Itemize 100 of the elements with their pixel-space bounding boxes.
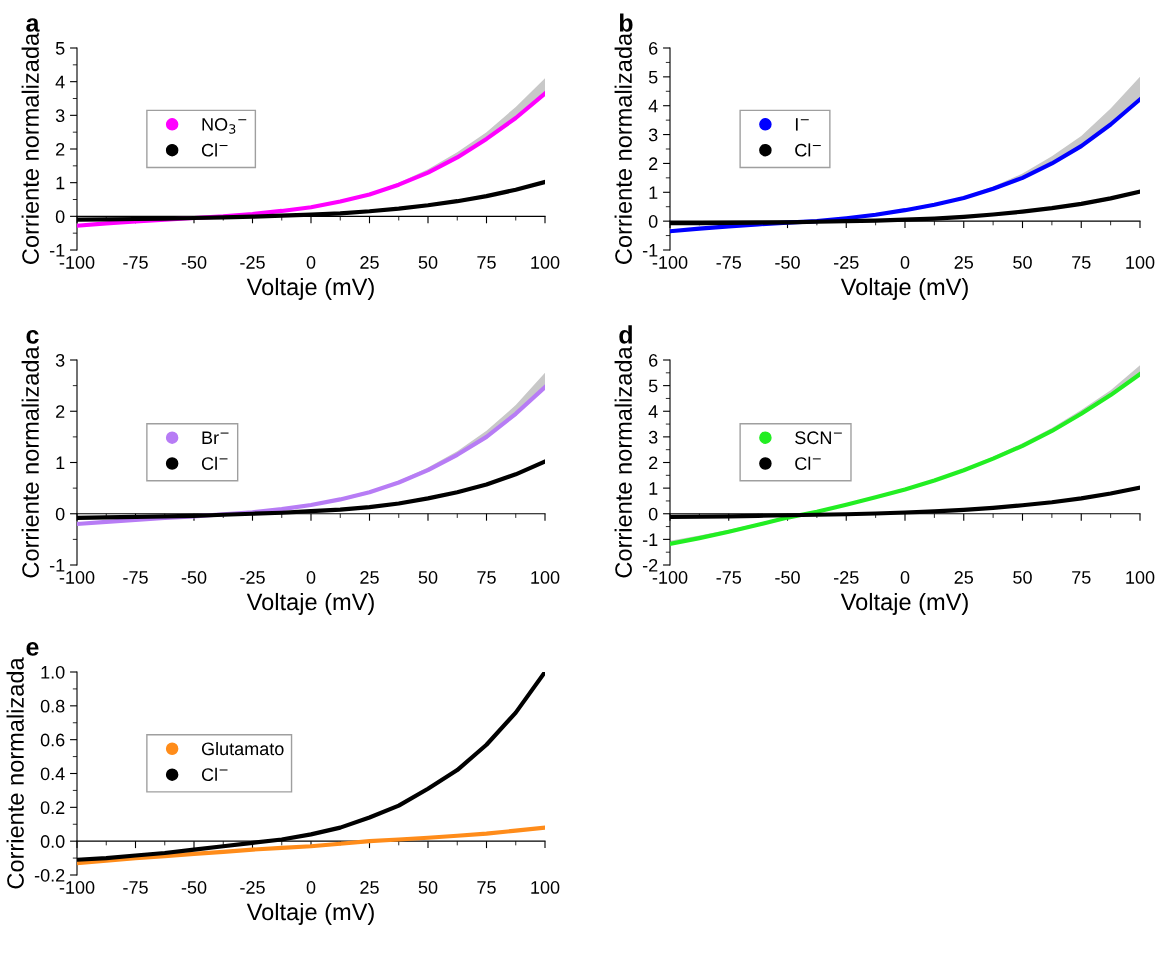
x-tick-label: 50 <box>418 256 438 269</box>
x-axis-title: Voltaje (mV) <box>840 592 968 615</box>
x-tick-label: -100 <box>652 571 688 584</box>
x-tick-label: 75 <box>1072 256 1091 269</box>
x-tick-label: -50 <box>775 571 800 584</box>
x-tick-label: -100 <box>652 256 688 269</box>
y-tick-label: 6 <box>649 353 658 367</box>
y-tick-label: 1 <box>56 456 65 470</box>
y-tick-label: 0.6 <box>40 733 65 747</box>
chart-title: b <box>619 13 633 32</box>
x-tick-label: 25 <box>360 881 379 894</box>
x-tick-label: 0 <box>900 571 910 584</box>
x-tick-label: -25 <box>834 571 859 584</box>
y-tick-label: 2 <box>56 405 65 418</box>
y-tick-label: 0.8 <box>40 699 65 713</box>
y-tick-label: 2 <box>649 456 658 470</box>
chart-title: c <box>26 330 39 344</box>
legend-label: Cl$^{−}$ <box>201 767 228 782</box>
y-tick-label: 1 <box>649 482 658 495</box>
x-tick-label: 75 <box>477 571 496 584</box>
x-tick-label: 100 <box>531 256 560 269</box>
y-tick-label: -1 <box>49 559 65 572</box>
legend-label: I$^{−}$ <box>795 118 809 131</box>
y-tick-label: -1 <box>642 244 658 257</box>
y-tick-label: -0.2 <box>34 868 65 882</box>
x-tick-label: -50 <box>181 881 207 894</box>
y-tick-label: 4 <box>648 99 658 113</box>
legend-label: Cl$^{−}$ <box>795 143 821 157</box>
y-tick-label: 5 <box>648 70 658 84</box>
y-tick-label: 2 <box>649 157 658 170</box>
legend-label: Br$^{−}$ <box>202 431 229 444</box>
x-tick-label: -75 <box>716 571 742 584</box>
x-tick-label: -50 <box>181 256 207 269</box>
x-tick-label: -75 <box>123 881 148 894</box>
x-tick-label: 25 <box>954 256 974 269</box>
y-tick-label: 5 <box>55 42 65 55</box>
y-tick-label: 0 <box>55 210 65 224</box>
x-tick-label: -50 <box>775 256 800 269</box>
x-tick-label: 0 <box>306 256 316 269</box>
legend-label: SCN$^{−}$ <box>795 431 842 445</box>
y-tick-label: 3 <box>648 430 658 444</box>
x-tick-label: 75 <box>477 256 496 269</box>
legend-label: NO$_{3}$$^{−}$ <box>202 118 247 134</box>
x-tick-label: 25 <box>954 571 974 584</box>
legend-label: Glutamato <box>201 742 284 756</box>
legend-label: Cl$^{−}$ <box>201 143 228 157</box>
x-tick-label: 0 <box>306 881 316 894</box>
y-tick-label: 2 <box>56 142 65 156</box>
x-axis-title: Voltaje (mV) <box>246 902 374 925</box>
chart-title: e <box>26 642 39 656</box>
y-tick-label: -1 <box>642 533 658 546</box>
x-tick-label: -100 <box>59 571 95 584</box>
x-tick-label: -100 <box>59 881 95 894</box>
y-tick-label: 0 <box>648 215 658 228</box>
y-tick-label: 0 <box>648 507 658 521</box>
x-tick-label: -25 <box>240 571 265 584</box>
y-tick-label: 1.0 <box>41 665 65 679</box>
x-tick-label: -100 <box>59 256 95 269</box>
chart-title: d <box>619 325 632 344</box>
y-tick-label: -1 <box>49 244 65 257</box>
y-axis-title: Corriente normalizada <box>6 657 24 889</box>
x-tick-label: -75 <box>716 256 742 269</box>
legend-label: Cl$^{−}$ <box>795 456 821 470</box>
chart-title: a <box>26 18 40 32</box>
x-tick-label: 25 <box>360 571 379 584</box>
x-tick-label: -25 <box>240 256 265 269</box>
x-tick-label: -75 <box>123 571 148 584</box>
y-tick-label: 3 <box>55 109 65 123</box>
x-tick-label: 75 <box>477 881 496 894</box>
x-tick-label: 50 <box>1013 571 1032 584</box>
y-axis-title: Corriente normalizada <box>21 32 39 264</box>
x-tick-label: -25 <box>834 256 859 269</box>
x-tick-label: -50 <box>181 571 207 584</box>
y-tick-label: 4 <box>648 405 658 418</box>
x-axis-title: Voltaje (mV) <box>840 277 968 300</box>
x-axis-title: Voltaje (mV) <box>246 592 374 615</box>
x-tick-label: -75 <box>123 256 148 269</box>
y-axis-title: Corriente normalizada <box>614 32 632 264</box>
x-tick-label: 100 <box>531 571 560 584</box>
x-tick-label: 50 <box>1013 256 1032 269</box>
x-tick-label: 0 <box>306 571 316 584</box>
y-tick-label: 1 <box>56 176 65 190</box>
y-tick-label: 5 <box>648 379 658 393</box>
x-tick-label: -25 <box>240 881 265 894</box>
x-tick-label: 50 <box>418 571 438 584</box>
x-tick-label: 100 <box>1126 256 1155 269</box>
y-tick-label: 0.2 <box>40 801 65 815</box>
x-tick-label: 100 <box>531 881 560 894</box>
x-tick-label: 25 <box>360 256 379 269</box>
legend-label: Cl$^{−}$ <box>201 456 228 470</box>
y-tick-label: 3 <box>648 128 658 142</box>
x-axis-title: Voltaje (mV) <box>246 277 374 300</box>
x-tick-label: 50 <box>418 881 438 894</box>
y-axis-title: Corriente normalizada <box>614 346 632 578</box>
y-axis-title: Corriente normalizada <box>21 346 39 578</box>
y-tick-label: 3 <box>55 353 65 367</box>
x-tick-label: 100 <box>1126 571 1155 584</box>
y-tick-label: 1 <box>649 186 658 199</box>
y-tick-label: -2 <box>642 558 658 572</box>
y-tick-label: 0 <box>55 507 65 521</box>
